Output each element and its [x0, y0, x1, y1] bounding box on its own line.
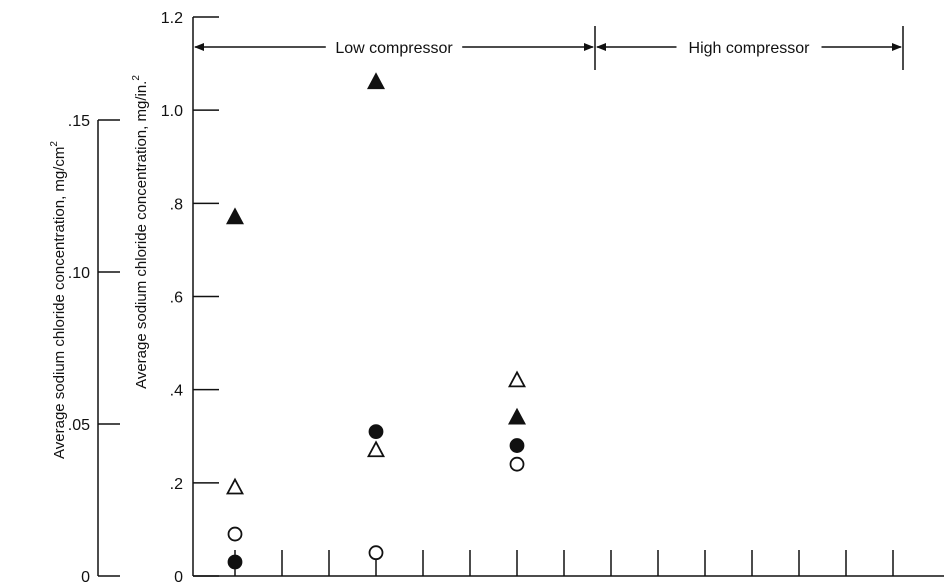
left-axis-tick-label: .10	[68, 265, 90, 282]
open-triangle-marker	[225, 477, 245, 495]
filled-triangle-marker	[225, 207, 245, 225]
main-axis-label-text: Average sodium chloride concentration, m…	[133, 81, 150, 389]
left-axis-label: Average sodium chloride concentration, m…	[49, 141, 68, 459]
open-circle-marker	[509, 456, 525, 472]
left-axis: 0 .05 .10 .15	[68, 113, 120, 582]
open-circle-marker	[368, 545, 384, 561]
left-axis-tick-label: 0	[81, 569, 90, 582]
main-axis-tick-label: .2	[170, 476, 183, 493]
main-axis-tick-label: 1.2	[161, 10, 183, 27]
filled-triangle-marker	[366, 72, 386, 90]
left-axis-label-sup: 2	[49, 141, 60, 147]
x-axis	[193, 550, 944, 577]
filled-circle-marker	[509, 438, 525, 453]
svg-text:Average sodium chloride concen: Average sodium chloride concentration, m…	[49, 141, 68, 459]
filled-triangle-marker	[507, 407, 527, 425]
data-points	[225, 72, 527, 570]
region-label: Low compressor	[335, 40, 453, 57]
region-arrowhead-left	[596, 43, 606, 51]
main-axis-label: Average sodium chloride concentration, m…	[131, 75, 150, 389]
open-triangle-marker	[366, 440, 386, 458]
main-axis: 0 .2 .4 .6 .8 1.0 1.2	[161, 10, 219, 582]
open-circle-marker	[227, 526, 243, 542]
compressor-regions: Low compressor High compressor	[194, 26, 904, 70]
left-axis-tick-label: .15	[68, 113, 90, 130]
svg-text:Average sodium chloride concen: Average sodium chloride concentration, m…	[131, 75, 150, 389]
main-axis-tick-label: 1.0	[161, 103, 183, 120]
main-axis-tick-label: 0	[174, 569, 183, 582]
main-axis-tick-label: .8	[170, 196, 183, 213]
main-axis-label-sup: 2	[131, 75, 142, 81]
region-label: High compressor	[689, 40, 811, 57]
filled-circle-marker	[368, 424, 384, 439]
region-arrowhead-left	[194, 43, 204, 51]
filled-circle-marker	[227, 554, 243, 570]
main-axis-tick-label: .4	[170, 383, 183, 400]
region-arrowhead-right	[584, 43, 594, 51]
left-axis-tick-label: .05	[68, 417, 90, 434]
left-axis-label-text: Average sodium chloride concentration, m…	[51, 147, 68, 459]
region-arrowhead-right	[892, 43, 902, 51]
main-axis-tick-label: .6	[170, 290, 183, 307]
open-triangle-marker	[507, 370, 527, 388]
